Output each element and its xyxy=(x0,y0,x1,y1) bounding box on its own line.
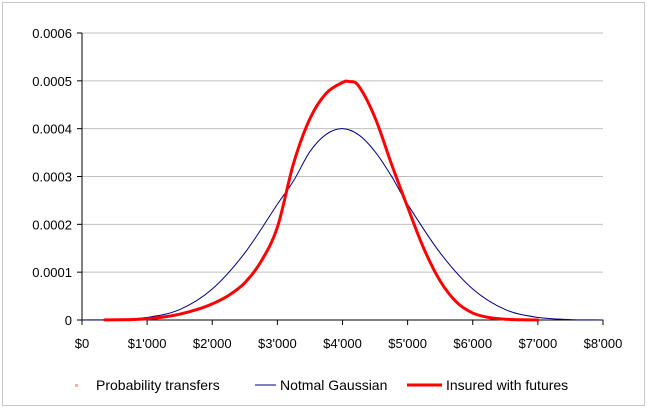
x-tick-label: $6'000 xyxy=(453,336,492,351)
chart-frame xyxy=(2,2,645,406)
y-tick-label: 0.0001 xyxy=(32,265,72,280)
legend-item-probability-transfers: Probability transfers xyxy=(75,377,220,393)
legend-label-normal-gaussian: Notmal Gaussian xyxy=(280,377,387,393)
x-tick-label: $7'000 xyxy=(519,336,558,351)
x-tick-label: $1'000 xyxy=(128,336,167,351)
y-axis-ticks: 0 0.0001 0.0002 0.0003 0.0004 0.0005 0.0006 xyxy=(32,26,82,328)
legend-label-insured-with-futures: Insured with futures xyxy=(446,377,568,393)
x-tick-label: $5'000 xyxy=(388,336,427,351)
x-axis-ticks: $0 $1'000 $2'000 $3'000 $4'000 $5'000 $6'000 $7… xyxy=(75,320,623,351)
y-tick-label: 0.0003 xyxy=(32,170,72,185)
x-tick-label: $2'000 xyxy=(193,336,232,351)
legend-label-probability-transfers: Probability transfers xyxy=(96,377,220,393)
legend: Probability transfers Notmal Gaussian In… xyxy=(75,377,568,393)
x-tick-label: $0 xyxy=(75,336,89,351)
series-insured-with-futures xyxy=(103,79,540,322)
gridlines xyxy=(82,32,603,273)
legend-marker-probability-transfers xyxy=(75,384,78,387)
x-tick-label: $4'000 xyxy=(323,336,362,351)
x-tick-label: $3'000 xyxy=(258,336,297,351)
y-tick-label: 0 xyxy=(65,313,72,328)
series-normal-gaussian xyxy=(81,128,604,321)
legend-item-normal-gaussian: Notmal Gaussian xyxy=(255,377,387,393)
y-tick-label: 0.0002 xyxy=(32,217,72,232)
series-lines xyxy=(81,79,604,322)
y-tick-label: 0.0006 xyxy=(32,26,72,41)
y-tick-label: 0.0004 xyxy=(32,122,72,137)
legend-item-insured-with-futures: Insured with futures xyxy=(407,377,568,393)
y-tick-label: 0.0005 xyxy=(32,74,72,89)
x-tick-label: $8'000 xyxy=(584,336,623,351)
